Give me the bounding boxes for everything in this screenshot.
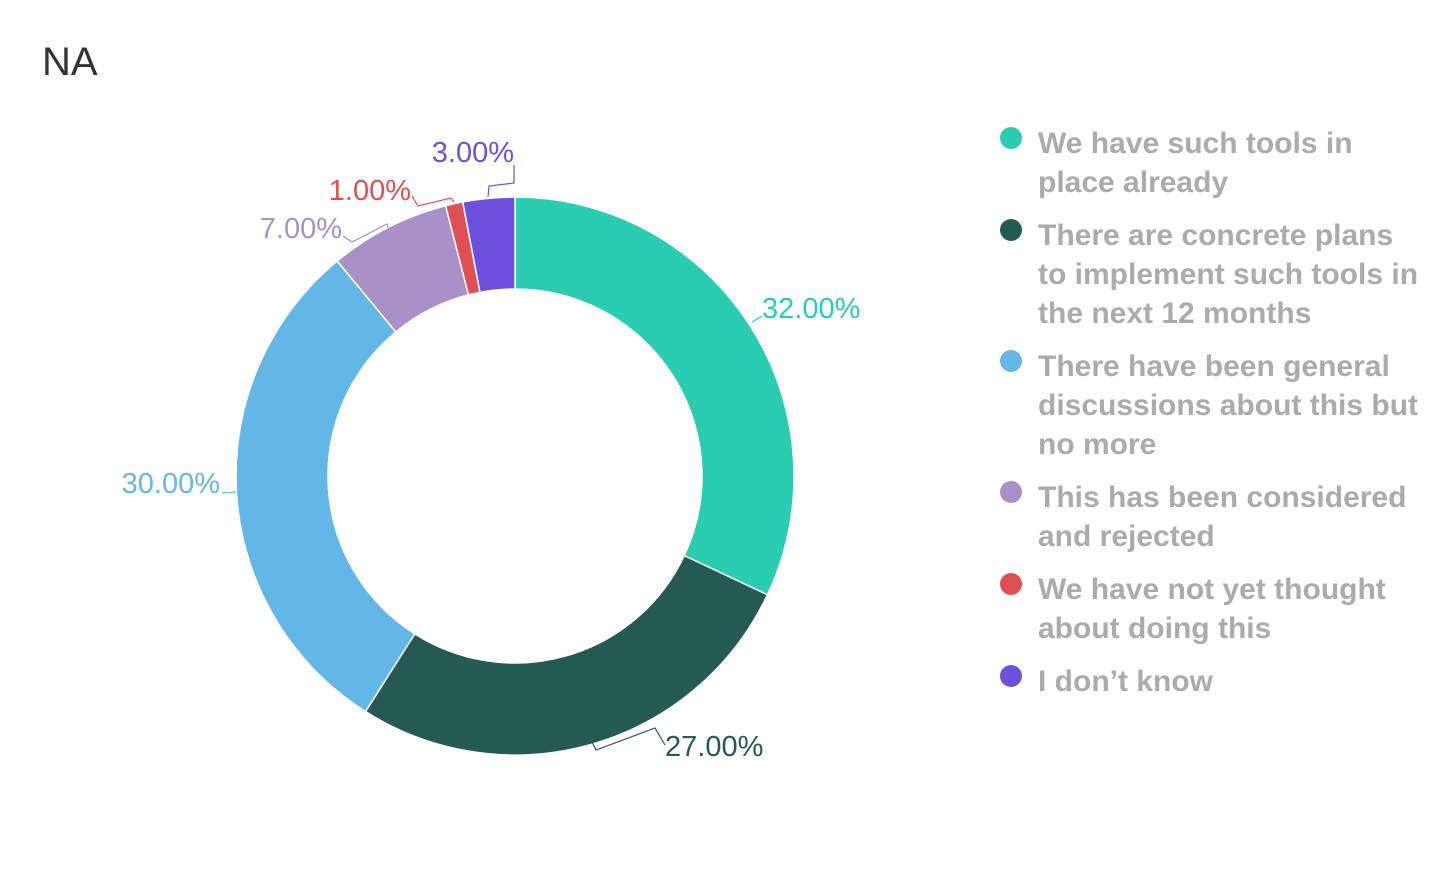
legend-item-6: I don’t know — [1000, 662, 1420, 701]
legend-item-1: We have such tools in place already — [1000, 124, 1420, 202]
slice-value-label-1: 32.00% — [762, 293, 860, 325]
legend-label-6: I don’t know — [1038, 665, 1213, 698]
slice-leader-line-4 — [342, 223, 389, 243]
legend-swatch-3 — [1000, 350, 1022, 372]
slice-leader-line-6 — [487, 165, 515, 198]
legend-label-2: There are concrete plans to implement su… — [1038, 219, 1419, 330]
slice-value-label-2: 27.00% — [665, 731, 763, 763]
legend-swatch-4 — [1000, 481, 1022, 503]
legend-swatch-2 — [1000, 219, 1022, 241]
donut-slice-2 — [364, 554, 769, 756]
donut-chart: 32.00% 27.00% 30.00% 7.00% 1.00% 3.00% — [122, 137, 861, 763]
slice-value-label-6: 3.00% — [432, 137, 514, 169]
slice-leader-line-1 — [751, 315, 763, 323]
legend-label-5: We have not yet thought about doing this — [1038, 573, 1386, 645]
legend-item-3: There have been general discussions abou… — [1000, 347, 1420, 464]
donut-slice-3 — [235, 259, 416, 713]
slice-leader-line-2 — [591, 727, 666, 751]
slice-leader-line-5 — [411, 195, 455, 207]
legend-item-4: This has been considered and rejected — [1000, 478, 1420, 556]
slice-value-label-4: 7.00% — [260, 213, 342, 245]
slice-leader-line-3 — [221, 491, 237, 494]
slice-value-label-5: 1.00% — [329, 175, 411, 207]
chart-title: NA — [42, 40, 98, 84]
donut-slice-6 — [461, 196, 516, 294]
legend-swatch-1 — [1000, 127, 1022, 149]
slice-value-label-3: 30.00% — [122, 468, 220, 500]
legend-swatch-6 — [1000, 665, 1022, 687]
donut-slice-1 — [514, 196, 795, 596]
chart-legend: We have such tools in place already There… — [1000, 124, 1420, 715]
legend-item-2: There are concrete plans to implement su… — [1000, 216, 1420, 333]
legend-item-5: We have not yet thought about doing this — [1000, 570, 1420, 648]
legend-swatch-5 — [1000, 573, 1022, 595]
legend-label-4: This has been considered and rejected — [1038, 481, 1407, 553]
legend-label-1: We have such tools in place already — [1038, 127, 1353, 199]
legend-label-3: There have been general discussions abou… — [1038, 350, 1419, 461]
